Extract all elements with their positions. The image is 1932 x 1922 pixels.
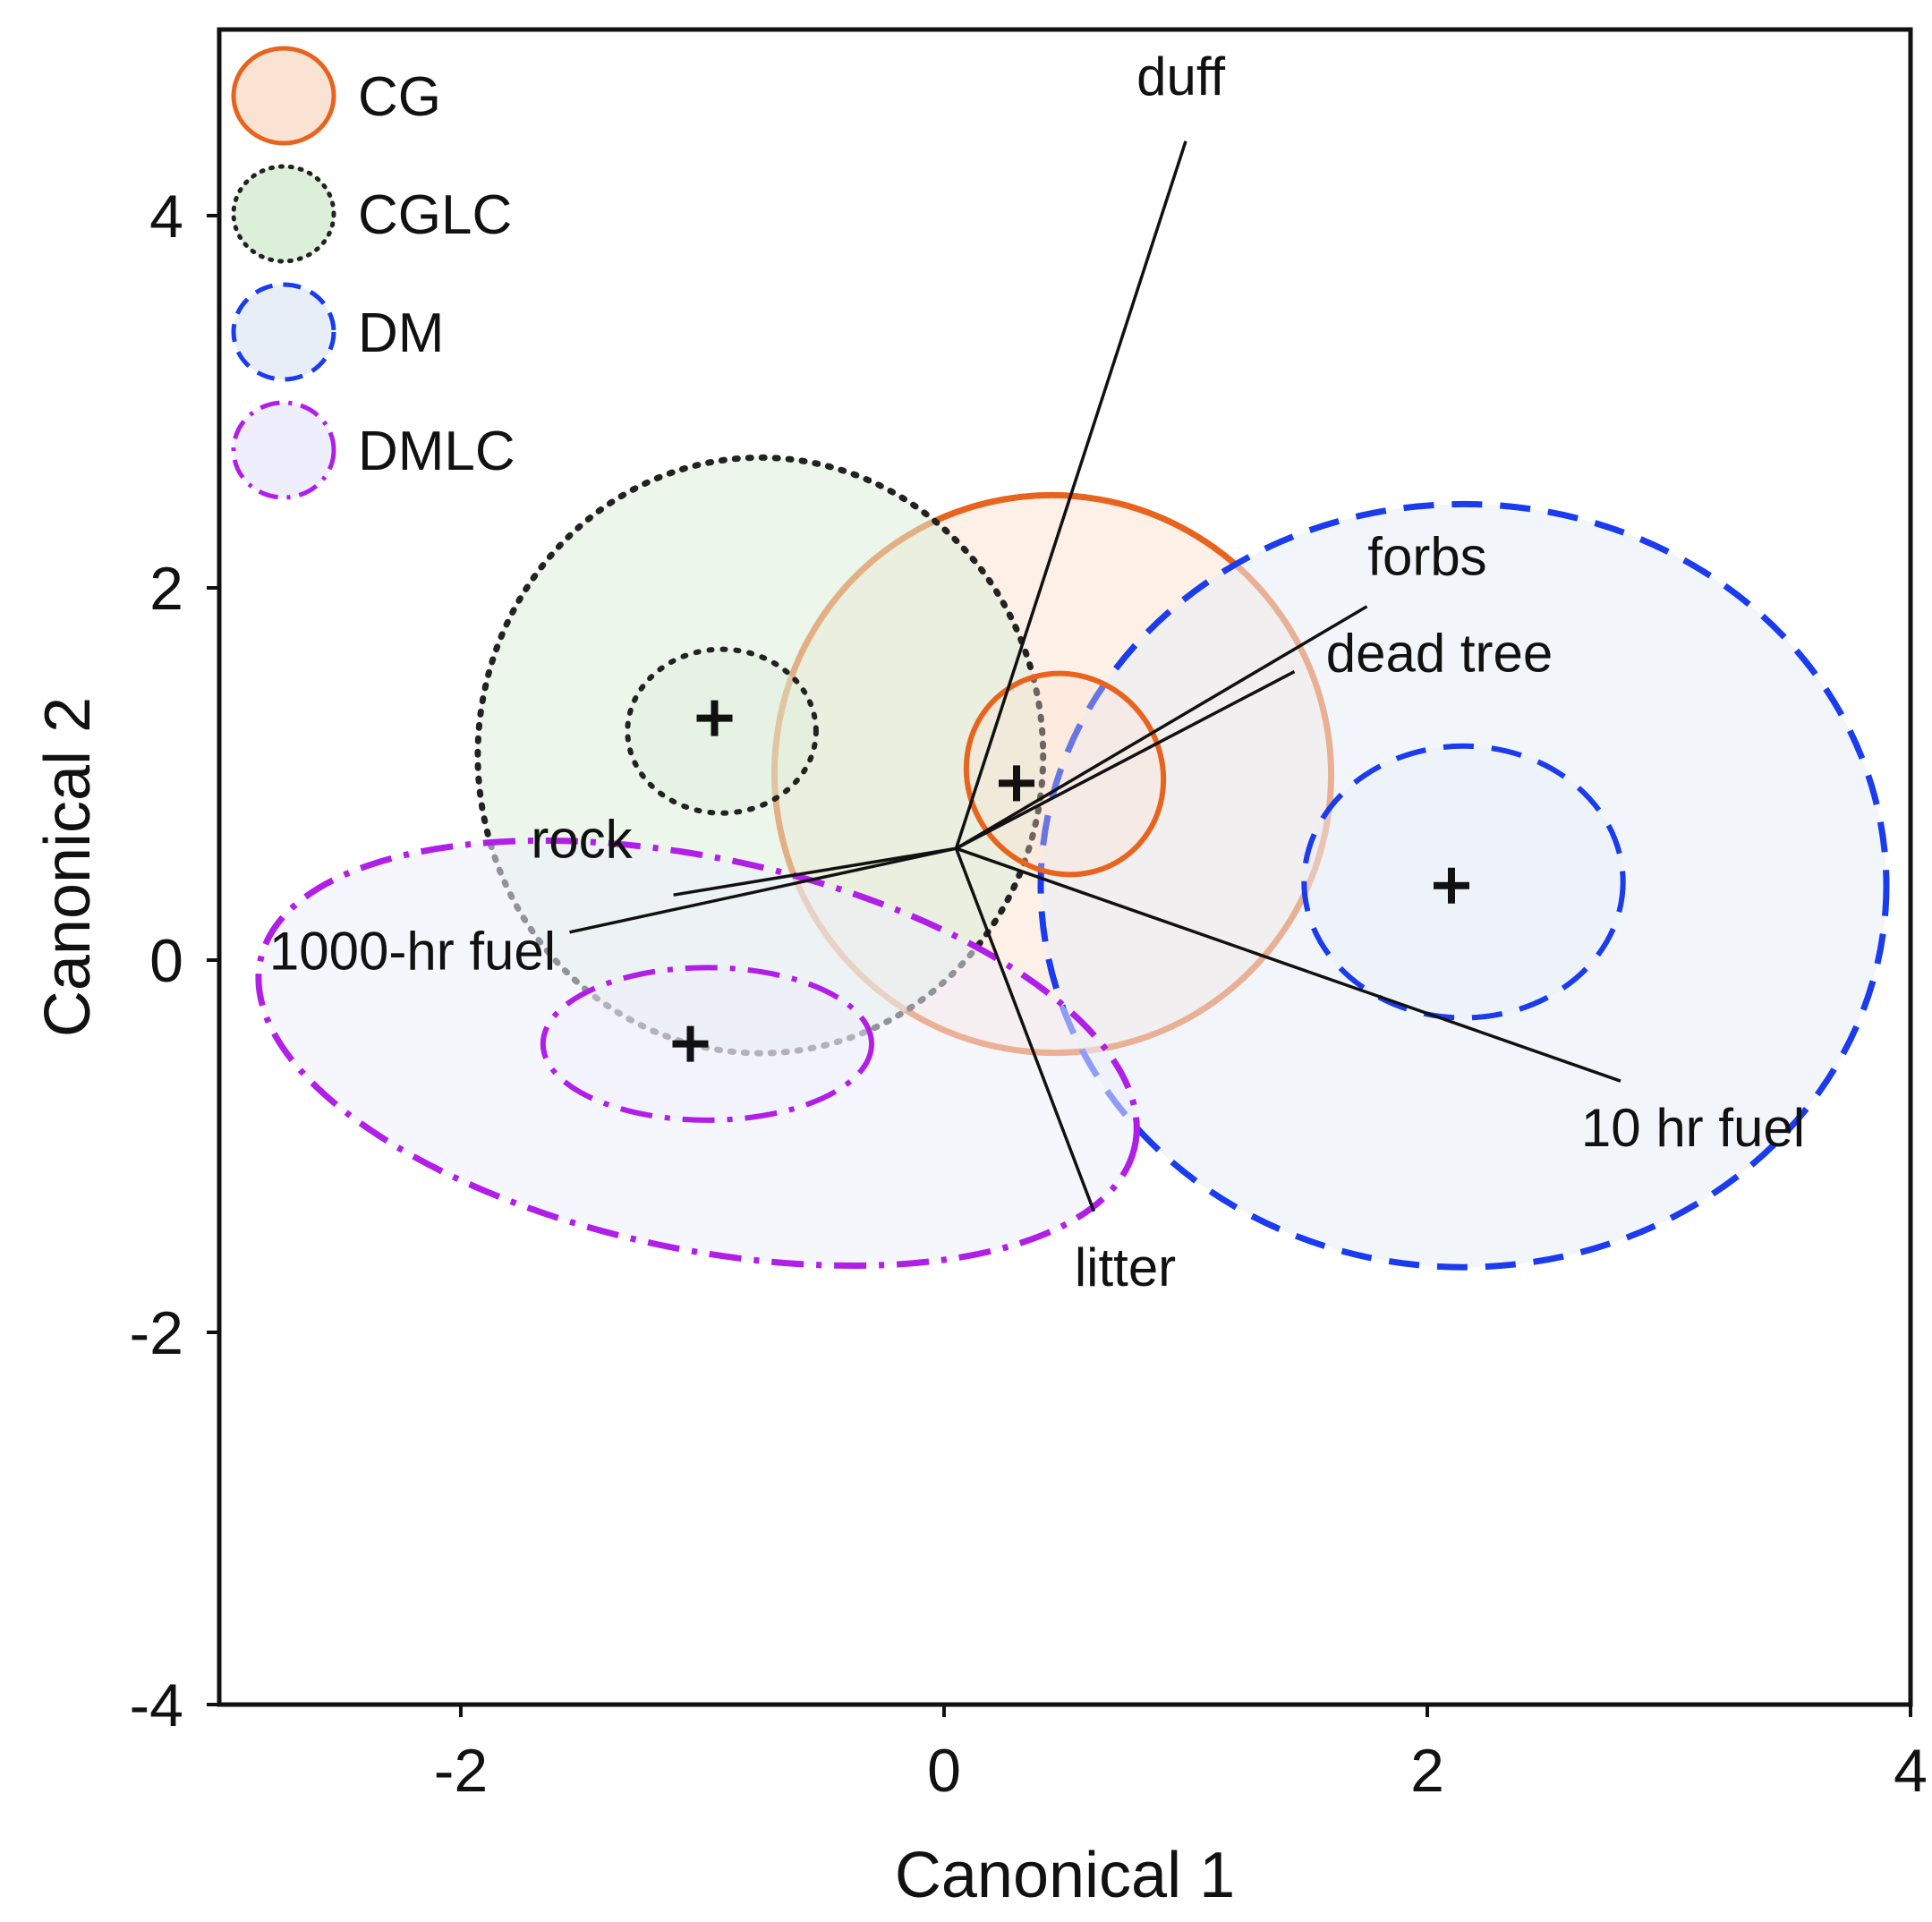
- vector-10-hr-fuel: [955, 846, 1621, 1083]
- legend-swatch-dm: [231, 282, 336, 382]
- x-axis-ticks: -2 0 2 4: [434, 1705, 1928, 1805]
- y-axis-ticks: -4 -2 0 2 4: [130, 183, 219, 1739]
- vector-label-duff: duff: [1136, 47, 1225, 106]
- cg-centroid-marker: [999, 765, 1034, 802]
- dm-centroid-marker: [1434, 867, 1469, 904]
- plot-frame: [217, 27, 1913, 1707]
- y-tick-label: 4: [149, 183, 183, 251]
- legend-swatch-cglc: [231, 164, 336, 264]
- vector-rock: [673, 846, 957, 897]
- legend: CG CGLC DM DMLC: [231, 46, 515, 500]
- vector-labels: duff forbs dead tree rock 1000-hr fuel litter…: [269, 47, 1805, 1297]
- vector-1000-hr-fuel: [569, 846, 957, 934]
- vector-forbs: [955, 605, 1368, 850]
- vector-label-1000-hr-fuel: 1000-hr fuel: [269, 921, 556, 981]
- x-tick-label: 4: [1894, 1737, 1928, 1805]
- y-tick-label: 2: [149, 555, 183, 623]
- x-tick-label: 2: [1410, 1737, 1444, 1805]
- legend-label-cg: CG: [358, 66, 441, 128]
- x-tick-label: -2: [434, 1737, 488, 1805]
- vector-label-rock: rock: [531, 810, 633, 870]
- legend-label-dmlc: DMLC: [358, 421, 515, 482]
- inner-ellipses: [540, 646, 1626, 1123]
- y-axis-title: Canonical 2: [32, 697, 104, 1037]
- y-tick-label: -2: [130, 1299, 183, 1367]
- dm-inner-ellipse: [1301, 743, 1626, 1021]
- y-tick-label: -4: [130, 1671, 183, 1739]
- y-tick-label: 0: [149, 927, 183, 995]
- group-centroids: [672, 700, 1469, 1062]
- vector-label-10-hr-fuel: 10 hr fuel: [1581, 1098, 1805, 1158]
- vector-duff: [954, 140, 1187, 849]
- vector-dead-tree: [955, 670, 1296, 850]
- legend-label-cglc: CGLC: [358, 184, 512, 246]
- vector-label-dead-tree: dead tree: [1326, 624, 1553, 684]
- biplot-vectors: [569, 140, 1621, 1212]
- vector-label-forbs: forbs: [1367, 526, 1486, 586]
- legend-swatch-dmlc: [231, 400, 336, 500]
- vector-label-litter: litter: [1075, 1237, 1176, 1297]
- legend-swatch-cg: [231, 46, 336, 146]
- dmlc-centroid-marker: [672, 1025, 709, 1062]
- cglc-inner-ellipse: [625, 646, 819, 816]
- cglc-centroid-marker: [696, 700, 733, 736]
- x-tick-label: 0: [927, 1737, 961, 1805]
- vector-litter: [954, 847, 1096, 1212]
- legend-label-dm: DM: [358, 302, 444, 364]
- dmlc-outer-ellipse: [255, 837, 1140, 1270]
- x-axis-title: Canonical 1: [895, 1840, 1235, 1911]
